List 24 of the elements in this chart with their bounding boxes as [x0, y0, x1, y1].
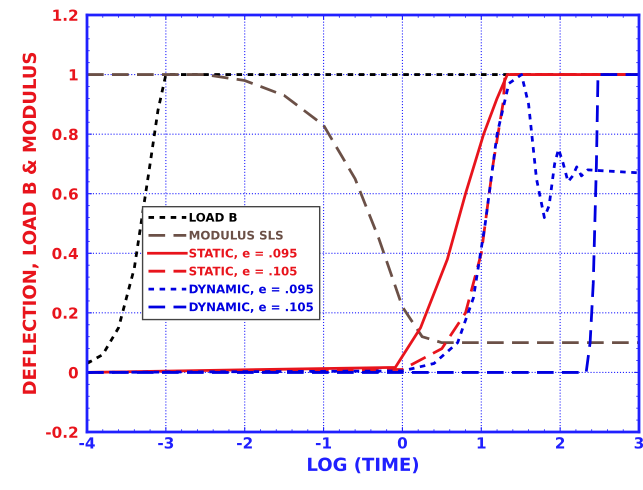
x-tick-label: 2 — [556, 437, 564, 448]
y-tick-label: -0.2 — [46, 426, 78, 438]
legend-label: MODULUS SLS — [190, 230, 283, 240]
legend-label: DYNAMIC, e = .095 — [190, 284, 313, 295]
x-axis-title: LOG (TIME) — [308, 457, 418, 474]
x-tick-label: -3 — [158, 437, 174, 449]
y-tick-label: 0.8 — [52, 128, 78, 140]
legend-label: DYNAMIC, e = .105 — [190, 302, 313, 313]
y-tick-label: 0 — [68, 366, 78, 378]
y-tick-label: 1 — [70, 69, 78, 80]
y-tick-label: 1.2 — [53, 9, 78, 21]
x-tick-label: -1 — [316, 437, 332, 448]
x-tick-label: 1 — [478, 437, 486, 448]
legend-label: STATIC, e = .095 — [189, 248, 297, 260]
legend-label: LOAD B — [190, 212, 237, 222]
x-tick-label: 3 — [634, 437, 643, 449]
y-tick-label: 0.2 — [52, 307, 78, 319]
x-tick-label: 0 — [398, 437, 408, 449]
y-axis-title: DEFLECTION, LOAD B & MODULUS — [22, 52, 39, 394]
y-tick-label: 0.4 — [52, 248, 78, 260]
legend-label: STATIC, e = .105 — [189, 266, 297, 278]
y-tick-label: 0.6 — [52, 188, 78, 200]
x-tick-label: -4 — [79, 437, 95, 448]
x-tick-label: -2 — [237, 437, 252, 448]
